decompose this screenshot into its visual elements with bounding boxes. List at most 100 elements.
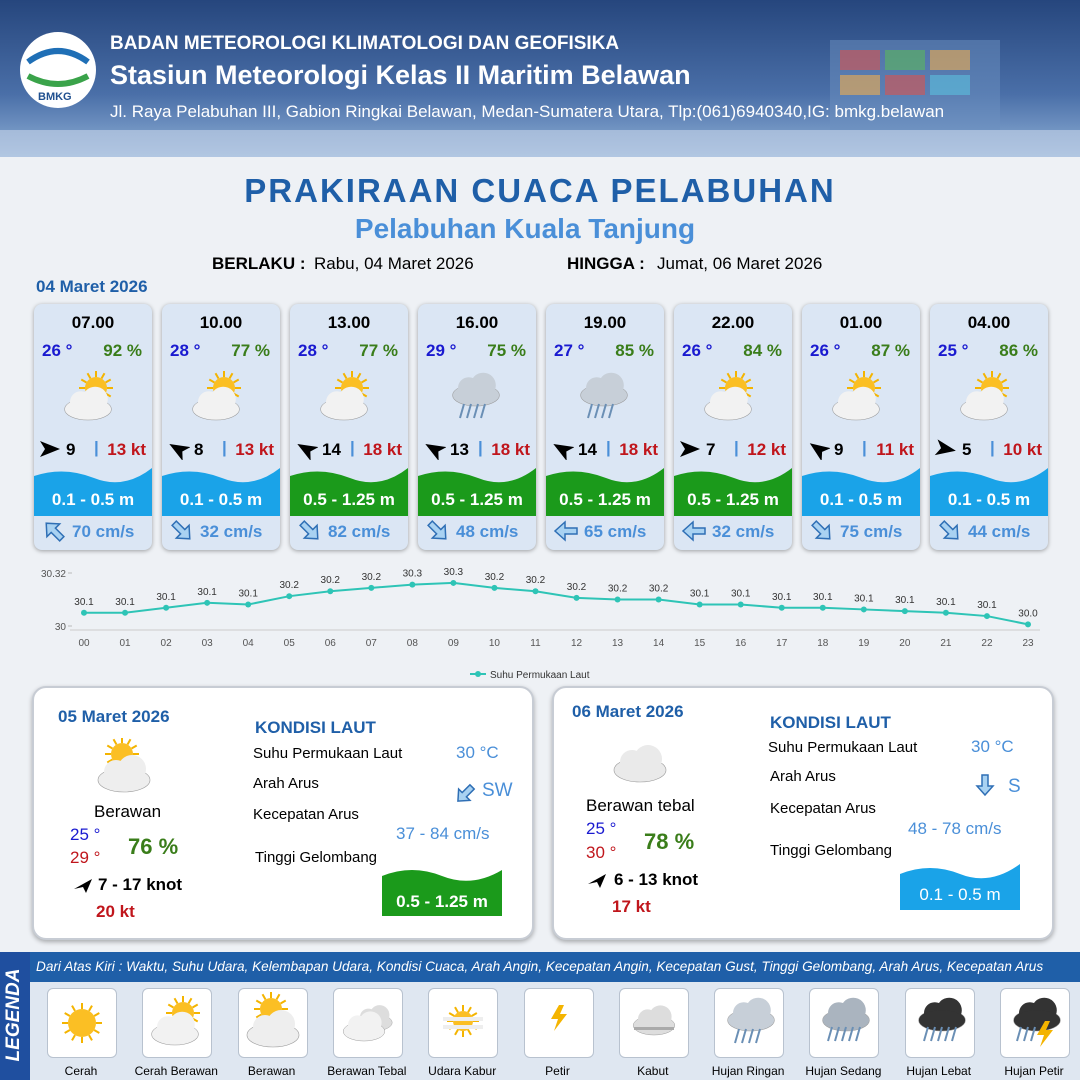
forecast-card: 22.00 26 ° 84 % 7 | 12 kt 0.5 - 1.25 m 32 cm/s [674, 304, 792, 550]
separator: | [478, 438, 483, 457]
wave-band [900, 864, 1020, 910]
humidity: 84 % [743, 341, 782, 360]
x-tick-label: 04 [243, 638, 255, 649]
wave-band [418, 468, 536, 516]
x-tick-label: 11 [530, 638, 541, 649]
weather-icon [704, 371, 753, 421]
day-date: 05 Maret 2026 [58, 707, 170, 726]
data-point [737, 601, 744, 608]
sst-chart: 30 30.32 00 01 02 03 04 05 06 07 08 09 10 11 12 13 14 15 1… [41, 567, 1040, 681]
wind-arrow [680, 441, 700, 457]
dir-label: Arah Arus [770, 768, 836, 785]
data-label: 30.1 [238, 588, 258, 599]
time: 07.00 [71, 313, 115, 332]
forecast-card: 13.00 28 ° 77 % 14 | 18 kt 0.5 - 1.25 m 82 cm/s [290, 304, 408, 550]
header-art [0, 32, 1080, 157]
day1-date: 04 Maret 2026 [36, 277, 148, 296]
data-label: 30.2 [567, 582, 587, 593]
data-point [901, 608, 908, 615]
x-tick-label: 22 [981, 638, 993, 649]
data-label: 30.1 [977, 600, 997, 611]
temperature: 26 ° [42, 341, 73, 360]
wind-speed: 9 [834, 440, 844, 459]
wave-height: 0.5 - 1.25 m [687, 490, 779, 509]
wind-speed: 8 [194, 440, 204, 459]
current-arrow [553, 520, 578, 542]
data-point [450, 579, 457, 586]
temperature: 25 ° [938, 341, 969, 360]
legend-title: LEGENDA [3, 968, 24, 1062]
gust: 18 kt [363, 440, 402, 459]
data-label: 30.3 [444, 567, 464, 578]
wind-speed: 9 [66, 440, 76, 459]
speed: 48 - 78 cm/s [908, 819, 1002, 838]
gust: 18 kt [491, 440, 530, 459]
sst-label: Suhu Permukaan Laut [253, 745, 403, 762]
day-date: 06 Maret 2026 [572, 702, 684, 721]
wind: 6 - 13 knot [614, 870, 699, 889]
humidity: 92 % [103, 341, 142, 360]
forecast-card: 16.00 29 ° 75 % 13 | 18 kt 0.5 - 1.25 m 48 cm/s [418, 304, 536, 550]
data-point [696, 601, 703, 608]
temperature: 26 ° [682, 341, 713, 360]
station-name: Stasiun Meteorologi Kelas II Maritim Bel… [110, 60, 691, 90]
legend-item-label: Berawan Tebal [327, 1064, 407, 1078]
x-tick-label: 15 [694, 638, 706, 649]
data-point [491, 584, 498, 591]
separator: | [350, 438, 355, 457]
data-point [245, 601, 252, 608]
gust: 18 kt [619, 440, 658, 459]
wave-height: 0.5 - 1.25 m [431, 490, 523, 509]
weather-icon [452, 372, 500, 419]
data-label: 30.1 [156, 592, 176, 603]
humidity: 86 % [999, 341, 1038, 360]
data-label: 30.1 [690, 588, 710, 599]
legend-desc-bar [30, 952, 1080, 982]
time: 01.00 [839, 313, 883, 332]
from-label: BERLAKU : [212, 254, 306, 273]
data-label: 30.3 [403, 569, 423, 580]
legend-icon [1000, 988, 1070, 1058]
wind-speed: 5 [962, 440, 972, 459]
current-speed: 82 cm/s [328, 522, 391, 541]
x-tick-label: 02 [161, 638, 173, 649]
data-point [860, 606, 867, 613]
x-tick-label: 14 [653, 638, 665, 649]
legend-item-label: Cerah [64, 1064, 98, 1078]
subtitle: Pelabuhan Kuala Tanjung [354, 213, 696, 244]
weather-icon [64, 371, 113, 421]
data-point [655, 596, 662, 603]
header: BMKG BADAN METEOROLOGI KLIMATOLOGI DAN G… [0, 0, 1080, 157]
humidity: 77 % [359, 341, 398, 360]
weather-icon [192, 371, 241, 421]
legend-label: Suhu Permukaan Laut [490, 670, 590, 681]
wave-height: 0.5 - 1.25 m [303, 490, 395, 509]
wave-band [162, 468, 280, 516]
data-label: 30.1 [813, 592, 833, 603]
legend-icon [523, 988, 594, 1058]
separator: | [94, 438, 99, 457]
x-tick-label: 10 [489, 638, 501, 649]
legend-icon [714, 988, 785, 1058]
wave-height: 0.1 - 0.5 m [819, 490, 903, 509]
gust: 13 kt [235, 440, 274, 459]
to-label: HINGGA : [567, 254, 645, 273]
data-point [163, 604, 170, 611]
data-point [532, 588, 539, 595]
logo-text: BMKG [38, 91, 72, 103]
data-label: 30.2 [485, 572, 505, 583]
current-speed: 32 cm/s [200, 522, 263, 541]
wave-label: Tinggi Gelombang [770, 842, 893, 859]
data-point [286, 593, 293, 600]
wave-height: 0.5 - 1.25 m [559, 490, 651, 509]
data-point [983, 613, 990, 620]
wind-arrow [40, 441, 60, 457]
weather-icon [960, 371, 1009, 421]
x-tick-label: 17 [776, 638, 788, 649]
speed-label: Kecepatan Arus [253, 806, 359, 823]
data-point [327, 588, 334, 595]
time: 16.00 [455, 313, 499, 332]
legend-item-label: Hujan Ringan [711, 1064, 785, 1078]
x-tick-label: 19 [858, 638, 870, 649]
time: 04.00 [967, 313, 1011, 332]
